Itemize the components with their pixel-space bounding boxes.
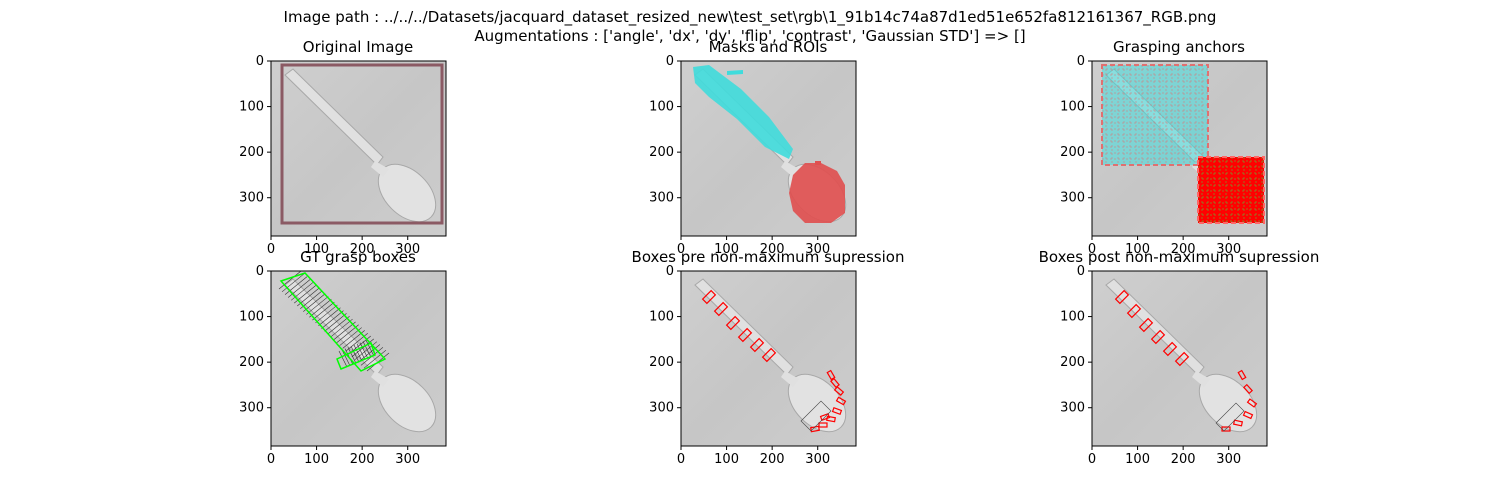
x-tick-label: 100 [714,452,739,467]
handle-anchors [1101,64,1209,166]
y-tick-label: 300 [239,191,264,206]
x-tick-label: 0 [267,452,275,467]
y-tick-label: 200 [1060,355,1085,370]
x-tick-label: 200 [1171,242,1196,257]
panel-masks-and-rois: Masks and ROIs 0 100 200 300 0 100 200 300 [649,38,857,257]
spoon-image [681,271,856,446]
x-tick-label: 100 [1125,242,1150,257]
spoon-image [271,271,446,446]
x-tick-label: 0 [267,242,275,257]
y-tick-label: 100 [239,310,264,325]
roi-box [280,63,444,225]
panel-boxes-pre-nms: Boxes pre non-maximum supression 0 100 200… [632,248,905,467]
axes: 0 100 200 300 0 100 200 300 [239,264,447,467]
figure-title-line2: Augmentations : ['angle', 'dx', 'dy', 'f… [474,27,1025,45]
bowl-mask-fragment [815,161,821,165]
panel-title: Grasping anchors [1113,38,1245,56]
axes: 0 100 200 300 0 100 200 300 [649,264,857,467]
x-tick-label: 200 [350,452,375,467]
panel-title: Original Image [303,38,413,56]
panel-title: Masks and ROIs [709,38,828,56]
y-tick-label: 200 [649,145,674,160]
panel-gt-grasp-boxes: GT grasp boxes 0 100 200 300 0 100 200 300 [239,248,447,467]
x-tick-label: 0 [677,452,685,467]
y-tick-label: 200 [239,355,264,370]
y-tick-label: 100 [649,310,674,325]
bowl-mask [789,163,845,223]
x-tick-label: 100 [1125,452,1150,467]
y-tick-label: 300 [1060,401,1085,416]
x-tick-label: 200 [760,452,785,467]
spoon-image [271,61,446,236]
x-tick-label: 100 [304,242,329,257]
y-tick-label: 300 [1060,191,1085,206]
predicted-boxes [1114,289,1258,432]
y-tick-label: 200 [649,355,674,370]
y-tick-label: 200 [239,145,264,160]
y-tick-label: 100 [1060,310,1085,325]
x-tick-label: 0 [1088,242,1096,257]
y-tick-label: 300 [649,191,674,206]
y-tick-label: 0 [256,54,264,69]
panel-grasping-anchors: Grasping anchors 0 100 200 300 0 100 200 300 [1060,38,1268,257]
panel-original-image: Original Image 0 100 200 300 0 100 200 300 [239,38,447,257]
x-tick-label: 200 [1171,452,1196,467]
panel-title: Boxes post non-maximum supression [1039,248,1320,266]
axes: 0 100 200 300 0 100 200 300 [1060,54,1268,257]
x-tick-label: 300 [395,242,420,257]
x-tick-label: 200 [760,242,785,257]
x-tick-label: 300 [1216,242,1241,257]
panel-title: GT grasp boxes [300,248,416,266]
y-tick-label: 100 [649,100,674,115]
y-tick-label: 300 [649,401,674,416]
axes: 0 100 200 300 0 100 200 300 [1060,264,1268,467]
y-tick-label: 100 [239,100,264,115]
gt-grasp-outline [279,272,387,372]
bowl-anchors [1197,156,1265,224]
figure-title-line1: Image path : ../../../Datasets/jacquard_… [284,8,1217,27]
y-tick-label: 0 [1077,54,1085,69]
y-tick-label: 0 [666,54,674,69]
handle-mask [693,65,793,159]
x-tick-label: 300 [805,242,830,257]
x-tick-label: 200 [350,242,375,257]
x-tick-label: 100 [304,452,329,467]
y-tick-label: 0 [256,264,264,279]
handle-mask-fragment [727,70,743,75]
y-tick-label: 200 [1060,145,1085,160]
x-tick-label: 0 [677,242,685,257]
panel-boxes-post-nms: Boxes post non-maximum supression 0 100 20… [1039,248,1320,467]
y-tick-label: 300 [239,401,264,416]
y-tick-label: 100 [1060,100,1085,115]
axes: 0 100 200 300 0 100 200 300 [239,54,447,257]
predicted-boxes [701,289,847,433]
y-tick-label: 0 [666,264,674,279]
axes: 0 100 200 300 0 100 200 300 [649,54,857,257]
panel-title: Boxes pre non-maximum supression [632,248,905,266]
x-tick-label: 100 [714,242,739,257]
x-tick-label: 300 [805,452,830,467]
x-tick-label: 300 [395,452,420,467]
x-tick-label: 0 [1088,452,1096,467]
x-tick-label: 300 [1216,452,1241,467]
y-tick-label: 0 [1077,264,1085,279]
